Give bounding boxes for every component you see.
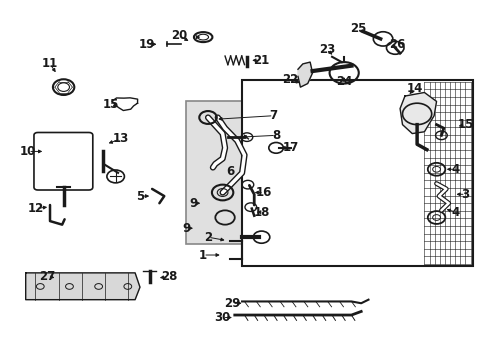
Text: 23: 23 [318, 43, 335, 56]
Text: 12: 12 [27, 202, 43, 215]
Text: 18: 18 [253, 206, 269, 219]
Polygon shape [297, 62, 312, 87]
Text: 24: 24 [335, 75, 352, 88]
Text: 16: 16 [255, 186, 272, 199]
Text: 29: 29 [224, 297, 240, 310]
Polygon shape [399, 93, 436, 134]
FancyBboxPatch shape [34, 132, 93, 190]
Text: 26: 26 [388, 38, 405, 51]
Text: 4: 4 [451, 206, 459, 219]
Text: 28: 28 [161, 270, 177, 283]
Text: 7: 7 [269, 109, 277, 122]
Text: 2: 2 [203, 231, 212, 244]
Text: 4: 4 [451, 163, 459, 176]
Text: 25: 25 [350, 22, 366, 35]
Text: 5: 5 [136, 190, 144, 203]
Bar [186, 102, 276, 244]
Text: 6: 6 [225, 165, 234, 177]
Text: 15: 15 [457, 118, 473, 131]
Bar [242, 80, 472, 266]
Text: 17: 17 [282, 141, 298, 154]
Text: 15: 15 [102, 99, 119, 112]
Text: 3: 3 [461, 188, 469, 201]
Text: 9: 9 [189, 197, 197, 210]
Text: 19: 19 [139, 38, 155, 51]
Polygon shape [26, 273, 140, 300]
Text: 30: 30 [214, 311, 230, 324]
Text: 8: 8 [271, 129, 280, 142]
Text: 9: 9 [182, 222, 190, 235]
Text: 20: 20 [170, 29, 186, 42]
Text: 22: 22 [282, 73, 298, 86]
Text: 13: 13 [112, 132, 128, 145]
Text: 27: 27 [40, 270, 56, 283]
Text: 14: 14 [406, 82, 422, 95]
Text: 10: 10 [20, 145, 36, 158]
Text: 21: 21 [253, 54, 269, 67]
Text: 1: 1 [199, 248, 207, 261]
Text: 11: 11 [42, 57, 58, 71]
